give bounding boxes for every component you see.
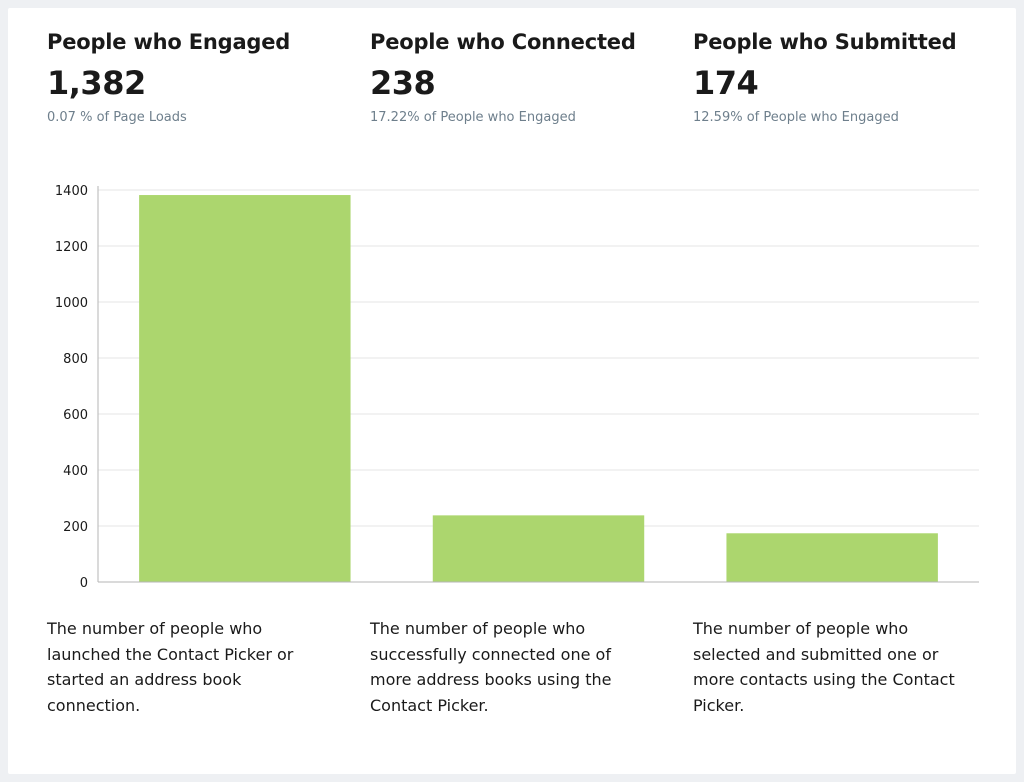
stat-connected: People who Connected 238 17.22% of Peopl… xyxy=(370,30,670,125)
stat-title: People who Submitted xyxy=(693,30,957,54)
stat-subtitle: 17.22% of People who Engaged xyxy=(370,110,576,125)
stat-submitted: People who Submitted 174 12.59% of Peopl… xyxy=(693,30,993,125)
bar xyxy=(726,533,938,582)
bar-chart: 0 200 400 600 800 1000 1200 1400 xyxy=(55,184,979,591)
bar xyxy=(432,515,645,582)
y-tick-label: 1400 xyxy=(55,184,88,199)
stat-value: 174 xyxy=(693,64,759,102)
stat-value: 238 xyxy=(370,64,436,102)
description-connected: The number of people who successfully co… xyxy=(370,619,612,715)
stat-subtitle: 0.07 % of Page Loads xyxy=(47,110,187,125)
y-tick-label: 1200 xyxy=(55,240,88,255)
stat-engaged: People who Engaged 1,382 0.07 % of Page … xyxy=(47,30,347,125)
funnel-card: People who Engaged 1,382 0.07 % of Page … xyxy=(8,8,1016,774)
stat-title: People who Engaged xyxy=(47,30,291,54)
stat-title: People who Connected xyxy=(370,30,636,54)
bar xyxy=(139,195,351,583)
y-tick-label: 1000 xyxy=(55,296,88,311)
stat-subtitle: 12.59% of People who Engaged xyxy=(693,110,899,125)
y-tick-label: 0 xyxy=(80,576,88,591)
y-tick-label: 400 xyxy=(63,464,88,479)
y-tick-label: 800 xyxy=(63,352,88,367)
y-tick-label: 600 xyxy=(63,408,88,423)
description-engaged: The number of people who launched the Co… xyxy=(47,619,294,715)
description-submitted: The number of people who selected and su… xyxy=(693,619,955,715)
y-tick-label: 200 xyxy=(63,520,88,535)
stat-value: 1,382 xyxy=(47,64,146,102)
